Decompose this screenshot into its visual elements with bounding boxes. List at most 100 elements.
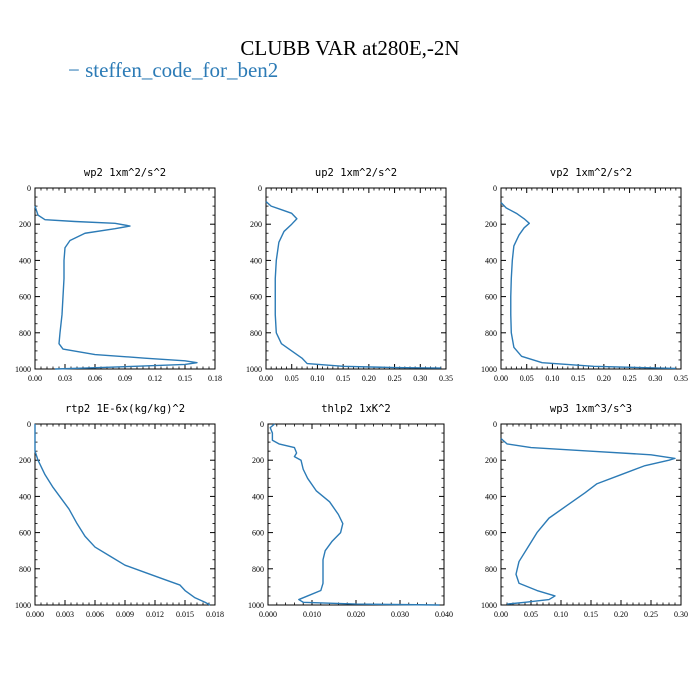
y-tick-label: 200 [485, 456, 497, 465]
chart-panel-3: vp2 1xm^2/s^2 0.00 0.05 0.10 0.15 0.20 0.25 0.3… [481, 167, 688, 383]
x-tick-label: 0.20 [362, 374, 376, 383]
plot-frame [34, 423, 216, 606]
y-tick-label: 600 [252, 529, 264, 538]
y-tick-label: 0 [258, 184, 262, 193]
series-line [34, 424, 211, 606]
x-tick-label: 0.00 [494, 374, 508, 383]
x-tick-label: 0.15 [584, 610, 598, 619]
y-tick-label: 400 [485, 256, 497, 265]
y-tick-label: 400 [19, 492, 31, 501]
x-tick-label: 0.10 [545, 374, 559, 383]
y-tick-label: 800 [250, 329, 262, 338]
series-line [265, 201, 441, 369]
panel-title: wp3 1xm^3/s^3 [550, 403, 632, 415]
y-tick-label: 200 [19, 456, 31, 465]
x-tick-label: 0.15 [571, 374, 585, 383]
x-tick-label: 0.00 [259, 374, 273, 383]
y-tick-label: 600 [485, 529, 497, 538]
x-tick-label: 0.003 [56, 610, 74, 619]
y-tick-label: 600 [250, 293, 262, 302]
chart-title: CLUBB VAR at280E,-2N [240, 36, 460, 60]
x-tick-label: 0.25 [623, 374, 637, 383]
panel-title: up2 1xm^2/s^2 [315, 167, 397, 179]
y-tick-label: 1000 [15, 365, 31, 374]
x-tick-label: 0.30 [413, 374, 427, 383]
chart-panel-6: wp3 1xm^3/s^3 0.00 0.05 0.10 0.15 0.20 0.25 0.3… [481, 403, 688, 619]
y-tick-label: 600 [19, 529, 31, 538]
chart-panel-4: rtp2 1E-6x(kg/kg)^2 0.000 0.003 0.006 0.009 0… [15, 403, 224, 619]
x-tick-label: 0.015 [176, 610, 194, 619]
x-tick-label: 0.03 [58, 374, 72, 383]
chart-panel-2: up2 1xm^2/s^2 0.00 0.05 0.10 0.15 0.20 0.25 0.3… [246, 167, 453, 383]
y-tick-label: 1000 [15, 601, 31, 610]
y-tick-label: 200 [250, 220, 262, 229]
x-tick-label: 0.00 [494, 610, 508, 619]
y-tick-label: 200 [485, 220, 497, 229]
y-tick-label: 400 [250, 256, 262, 265]
y-tick-label: 400 [485, 492, 497, 501]
y-tick-label: 400 [252, 492, 264, 501]
x-tick-label: 0.20 [597, 374, 611, 383]
x-tick-label: 0.000 [26, 610, 44, 619]
x-tick-label: 0.009 [116, 610, 134, 619]
y-tick-label: 600 [19, 293, 31, 302]
chart-panel-5: thlp2 1xK^2 0.000 0.010 0.020 0.030 0.040 0 200… [248, 403, 453, 619]
y-tick-label: 1000 [481, 601, 497, 610]
y-tick-label: 800 [19, 329, 31, 338]
x-tick-label: 0.25 [388, 374, 402, 383]
x-tick-label: 0.018 [206, 610, 224, 619]
x-tick-label: 0.012 [146, 610, 164, 619]
y-tick-label: 0 [27, 420, 31, 429]
panel-title: wp2 1xm^2/s^2 [84, 167, 166, 179]
series-line [34, 205, 198, 370]
x-tick-label: 0.18 [208, 374, 222, 383]
x-tick-label: 0.05 [520, 374, 534, 383]
y-tick-label: 200 [19, 220, 31, 229]
y-tick-label: 800 [485, 565, 497, 574]
y-tick-label: 1000 [248, 601, 264, 610]
y-tick-label: 400 [19, 256, 31, 265]
y-tick-label: 800 [19, 565, 31, 574]
y-tick-label: 0 [260, 420, 264, 429]
y-tick-label: 0 [493, 420, 497, 429]
x-tick-label: 0.05 [285, 374, 299, 383]
x-tick-label: 0.09 [118, 374, 132, 383]
x-tick-label: 0.000 [259, 610, 277, 619]
series-line [500, 437, 676, 605]
panel-title: thlp2 1xK^2 [321, 403, 391, 415]
y-tick-label: 600 [485, 293, 497, 302]
y-tick-label: 800 [485, 329, 497, 338]
y-tick-label: 200 [252, 456, 264, 465]
y-tick-label: 0 [27, 184, 31, 193]
plot-frame [34, 187, 216, 370]
x-tick-label: 0.030 [391, 610, 409, 619]
x-tick-label: 0.35 [674, 374, 688, 383]
x-tick-label: 0.040 [435, 610, 453, 619]
x-tick-label: 0.00 [28, 374, 42, 383]
panel-title: vp2 1xm^2/s^2 [550, 167, 632, 179]
x-tick-label: 0.30 [674, 610, 688, 619]
y-tick-label: 1000 [481, 365, 497, 374]
plot-frame [267, 423, 445, 606]
chart-panel-1: wp2 1xm^2/s^2 0.00 0.03 0.06 0.09 0.12 0.15 0.1… [15, 167, 222, 383]
x-tick-label: 0.10 [554, 610, 568, 619]
y-tick-label: 1000 [246, 365, 262, 374]
x-tick-label: 0.010 [303, 610, 321, 619]
x-tick-label: 0.15 [336, 374, 350, 383]
panel-title: rtp2 1E-6x(kg/kg)^2 [65, 403, 185, 415]
y-tick-label: 800 [252, 565, 264, 574]
x-tick-label: 0.06 [88, 374, 102, 383]
x-tick-label: 0.12 [148, 374, 162, 383]
x-tick-label: 0.05 [524, 610, 538, 619]
x-tick-label: 0.020 [347, 610, 365, 619]
x-tick-label: 0.15 [178, 374, 192, 383]
series-line [500, 201, 676, 370]
legend-entry: − steffen_code_for_ben2 [68, 58, 279, 82]
x-tick-label: 0.35 [439, 374, 453, 383]
x-tick-label: 0.20 [614, 610, 628, 619]
y-tick-label: 0 [493, 184, 497, 193]
x-tick-label: 0.25 [644, 610, 658, 619]
x-tick-label: 0.30 [648, 374, 662, 383]
x-tick-label: 0.006 [86, 610, 104, 619]
